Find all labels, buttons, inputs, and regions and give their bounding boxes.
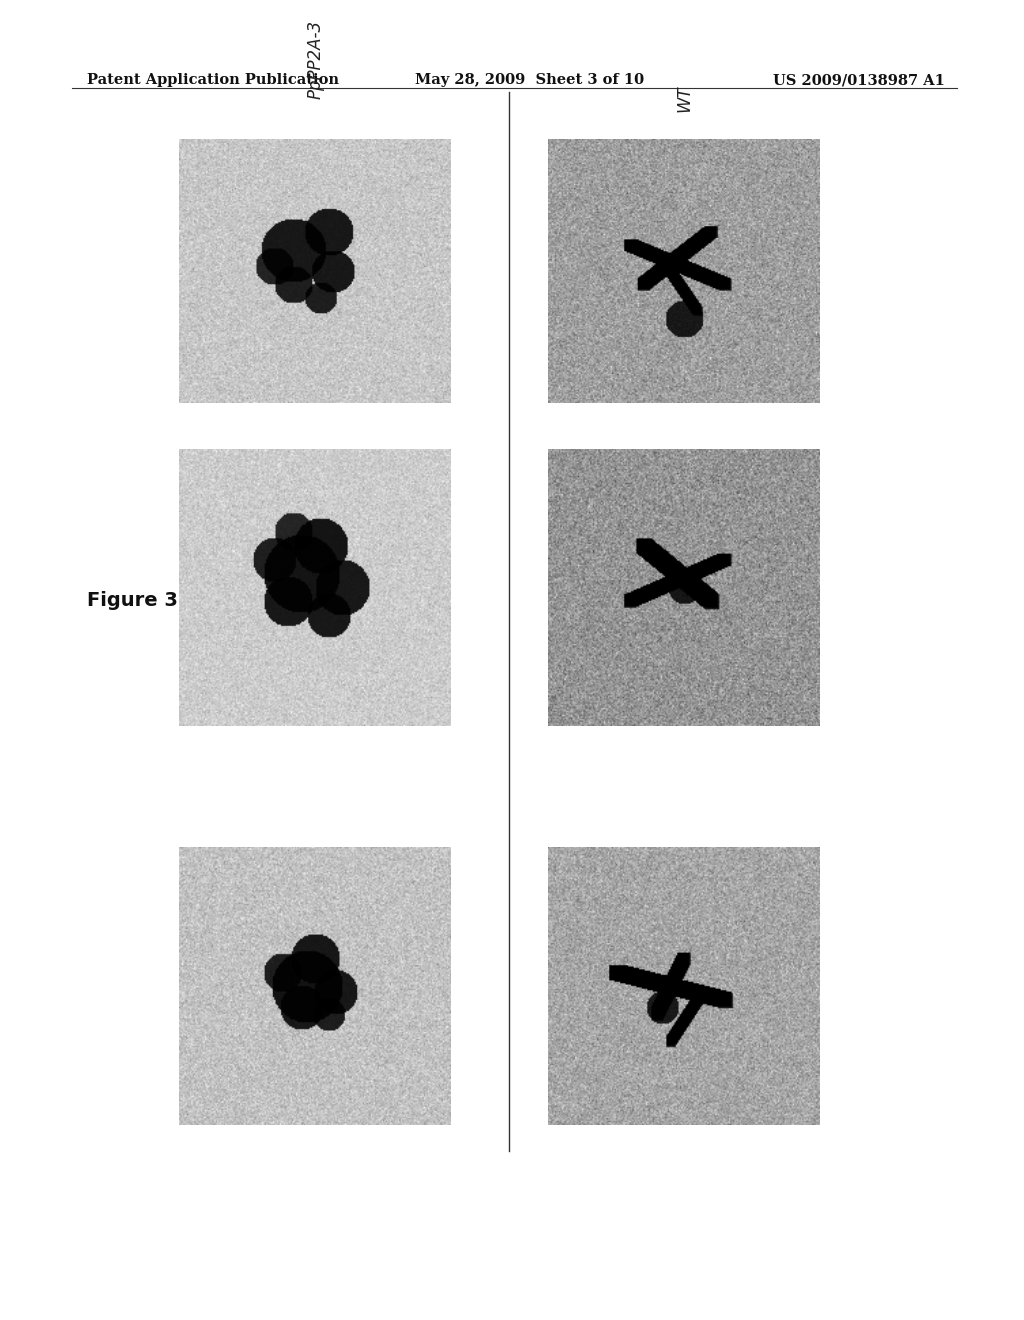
Text: PpPP2A-3: PpPP2A-3 [306, 20, 325, 99]
Text: Figure 3: Figure 3 [87, 591, 178, 610]
Text: US 2009/0138987 A1: US 2009/0138987 A1 [773, 73, 945, 87]
Text: Patent Application Publication: Patent Application Publication [87, 73, 339, 87]
Text: May 28, 2009  Sheet 3 of 10: May 28, 2009 Sheet 3 of 10 [415, 73, 644, 87]
Text: WT: WT [675, 86, 693, 112]
